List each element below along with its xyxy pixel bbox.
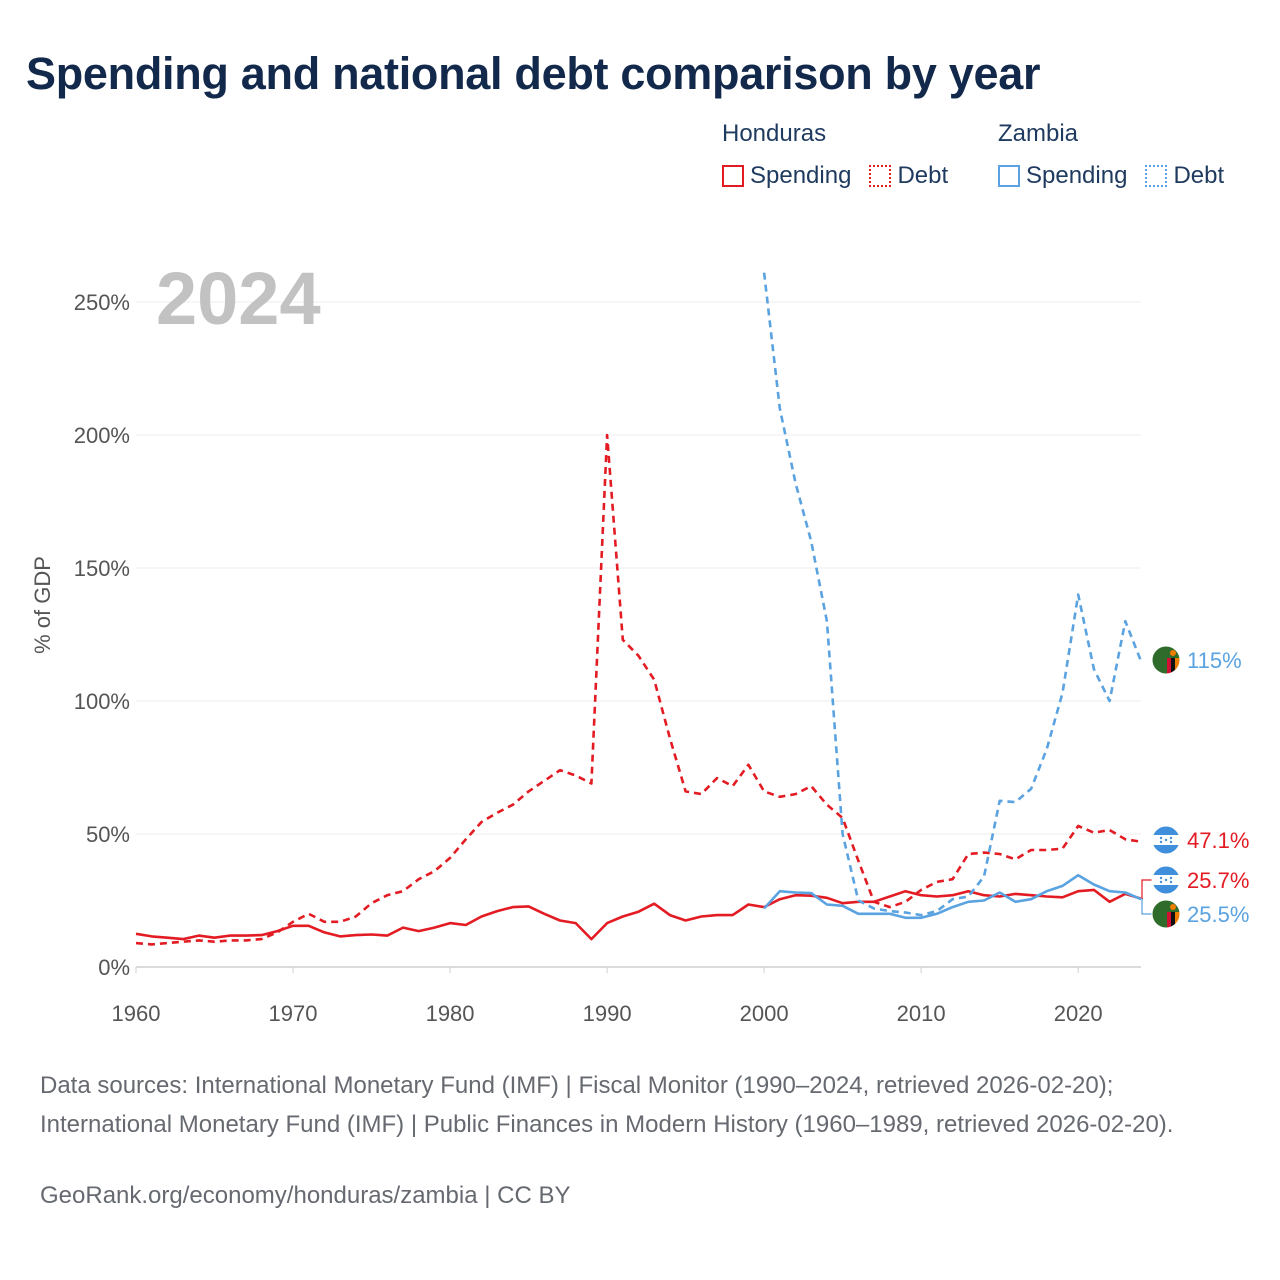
dotted-line-swatch-icon xyxy=(869,165,892,187)
honduras-flag-icon xyxy=(1152,866,1180,894)
series-line-honduras-spending xyxy=(135,888,1142,941)
y-tick-label: 50% xyxy=(86,822,130,847)
legend-item-zambia-spending[interactable]: Spending xyxy=(998,162,1127,190)
end-marker-honduras-spending: 25.7% xyxy=(1141,865,1249,900)
end-value-label: 25.7% xyxy=(1187,868,1249,893)
x-tick-label: 1970 xyxy=(269,1001,318,1026)
legend-label-honduras-spending: Spending xyxy=(750,162,852,189)
credit-link[interactable]: GeoRank.org/economy/honduras/zambia | CC… xyxy=(40,1182,571,1209)
x-tick-label: 2020 xyxy=(1054,1001,1103,1026)
end-value-label: 115% xyxy=(1187,648,1242,673)
honduras-flag-icon xyxy=(1152,826,1180,854)
x-tick-label: 2010 xyxy=(897,1001,946,1026)
y-tick-label: 200% xyxy=(74,423,130,448)
x-axis-ticks: 1960 1970 1980 1990 2000 2010 2020 xyxy=(112,967,1103,1026)
series-line-zambia-debt xyxy=(762,272,1143,917)
end-marker-zambia-debt: 115% xyxy=(1151,645,1242,675)
solid-line-swatch-icon xyxy=(722,165,744,187)
end-marker-honduras-debt: 47.1% xyxy=(1151,825,1249,855)
series-line-zambia-spending xyxy=(763,873,1142,920)
legend-item-zambia-debt[interactable]: Debt xyxy=(1145,162,1224,190)
end-marker-zambia-spending: 25.5% xyxy=(1141,898,1249,929)
series-end-markers: 115% 47.1% 25.7% 25.5% xyxy=(1141,645,1249,929)
y-tick-label: 250% xyxy=(74,290,130,315)
legend-group-zambia: Zambia xyxy=(998,120,1079,147)
chart-grid xyxy=(136,301,1141,968)
legend-label-zambia-debt: Debt xyxy=(1173,162,1225,189)
legend-label-zambia-spending: Spending xyxy=(1026,162,1128,189)
legend-zambia: Zambia Spending Debt xyxy=(998,120,1224,190)
y-axis-ticks: 0% 50% 100% 150% 200% 250% xyxy=(74,290,130,980)
x-tick-label: 1990 xyxy=(583,1001,632,1026)
legend-honduras: Honduras Spending Debt xyxy=(722,120,948,190)
x-tick-label: 1980 xyxy=(426,1001,475,1026)
series-lines xyxy=(135,272,1143,946)
legend-label-honduras-debt: Debt xyxy=(897,162,949,189)
leader-line xyxy=(1141,898,1152,915)
end-value-label: 25.5% xyxy=(1187,902,1249,927)
x-tick-label: 2000 xyxy=(740,1001,789,1026)
legend-item-honduras-spending[interactable]: Spending xyxy=(722,162,851,190)
legend-group-honduras: Honduras xyxy=(722,120,827,147)
y-tick-label: 100% xyxy=(74,689,130,714)
legend-item-honduras-debt[interactable]: Debt xyxy=(869,162,948,190)
y-axis-label: % of GDP xyxy=(30,556,55,654)
y-tick-label: 150% xyxy=(74,556,130,581)
solid-line-swatch-icon xyxy=(998,165,1020,187)
line-chart: 2024 % of GDP 0% 50% 100% 150% 200% 250% 1960… xyxy=(30,257,1249,1026)
zambia-flag-icon xyxy=(1152,646,1180,674)
y-tick-label: 0% xyxy=(98,955,130,980)
dotted-line-swatch-icon xyxy=(1145,165,1168,187)
zambia-flag-icon xyxy=(1152,900,1180,928)
data-sources-note: Data sources: International Monetary Fun… xyxy=(40,1072,1174,1138)
series-line-honduras-debt xyxy=(135,433,1142,946)
year-watermark: 2024 xyxy=(156,257,321,340)
end-value-label: 47.1% xyxy=(1187,828,1249,853)
chart-title: Spending and national debt comparison by… xyxy=(26,48,1041,99)
x-tick-label: 1960 xyxy=(112,1001,161,1026)
leader-line xyxy=(1141,879,1152,900)
